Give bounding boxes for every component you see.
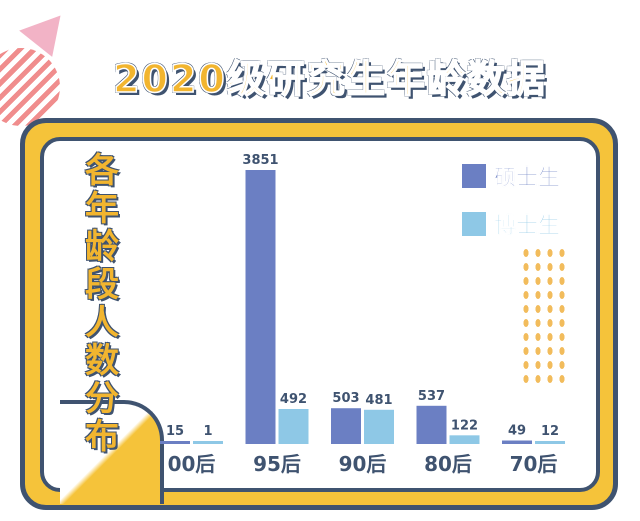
chart-legend: 硕士生 博士生 — [462, 160, 560, 256]
subtitle-char: 数 — [85, 341, 119, 381]
data-label-phd-1: 492 — [280, 392, 307, 407]
data-label-phd-2: 481 — [365, 393, 392, 408]
subtitle-char: 布 — [85, 417, 119, 457]
category-label-3: 80后 — [424, 452, 472, 476]
legend-item-phd: 博士生 — [462, 208, 560, 240]
data-label-master-4: 49 — [508, 424, 526, 439]
subtitle-char: 各 — [85, 151, 119, 191]
legend-swatch-master — [462, 164, 486, 188]
subtitle-char: 人 — [85, 303, 119, 343]
legend-label-master: 硕士生 — [494, 166, 561, 192]
data-label-master-0: 15 — [166, 424, 184, 439]
bar-master-0 — [160, 441, 190, 444]
chart-subtitle: 各 年 龄 段 人 数 分 布 — [78, 152, 126, 456]
category-label-1: 95后 — [253, 452, 301, 476]
legend-item-master: 硕士生 — [462, 160, 560, 192]
decorative-dots — [520, 246, 568, 386]
bar-phd-3 — [449, 435, 480, 444]
data-label-phd-4: 12 — [541, 424, 559, 439]
page-title: 2020级研究生年龄数据 — [112, 56, 547, 102]
bar-master-2 — [331, 408, 361, 444]
subtitle-char: 段 — [85, 265, 119, 305]
bar-phd-1 — [278, 408, 309, 444]
data-label-phd-0: 1 — [203, 424, 212, 439]
subtitle-char: 龄 — [85, 227, 119, 267]
data-label-phd-3: 122 — [451, 418, 478, 433]
category-label-2: 90后 — [339, 452, 387, 476]
page-curl-decoration — [60, 400, 164, 504]
bar-phd-0 — [193, 441, 223, 444]
legend-swatch-phd — [462, 212, 486, 236]
legend-label-phd: 博士生 — [494, 214, 561, 240]
decorative-striped-circle — [0, 48, 60, 126]
data-label-master-1: 3851 — [242, 153, 278, 168]
bar-phd-2 — [364, 409, 394, 444]
bar-phd-4 — [535, 441, 565, 444]
bar-master-1 — [245, 170, 276, 444]
category-label-4: 70后 — [510, 452, 558, 476]
category-label-0: 00后 — [168, 452, 216, 476]
data-label-master-2: 503 — [332, 391, 359, 406]
bar-master-3 — [416, 405, 447, 444]
subtitle-char: 年 — [85, 189, 119, 229]
data-label-master-3: 537 — [418, 389, 445, 404]
bar-master-4 — [502, 440, 532, 444]
subtitle-char: 分 — [85, 379, 119, 419]
